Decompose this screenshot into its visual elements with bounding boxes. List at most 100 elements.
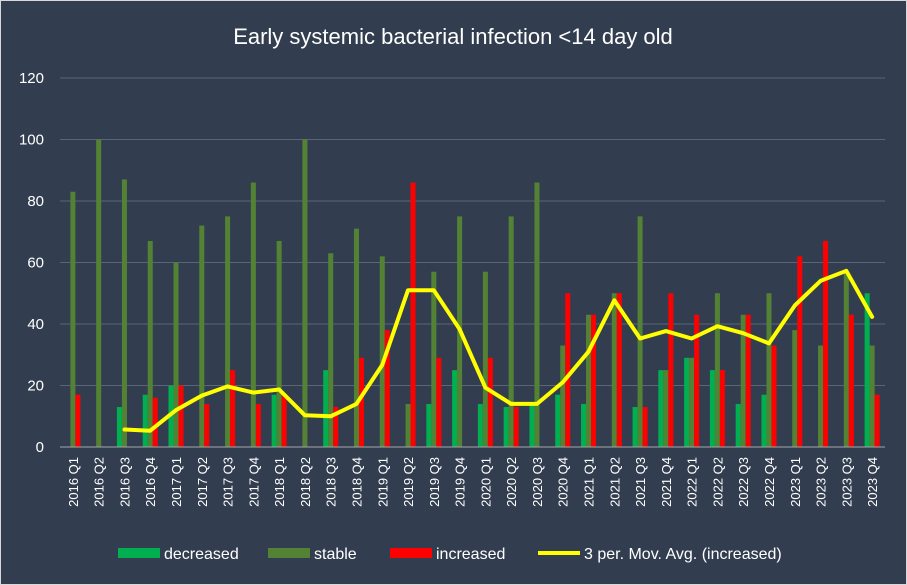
bar-stable — [714, 293, 720, 447]
bar-increased — [848, 314, 854, 447]
legend-label: 3 per. Mov. Avg. (increased) — [584, 546, 782, 563]
y-tick-label: 0 — [36, 439, 44, 456]
bar-stable — [302, 139, 308, 447]
chart-title: Early systemic bacterial infection <14 d… — [233, 24, 673, 49]
x-tick-label: 2018 Q1 — [272, 457, 287, 507]
bar-stable — [611, 293, 617, 447]
y-tick-label: 40 — [27, 316, 44, 333]
bar-increased — [204, 403, 210, 447]
bar-decreased — [477, 403, 483, 447]
bar-increased — [178, 385, 184, 447]
bar-stable — [508, 216, 514, 447]
bar-decreased — [709, 370, 715, 447]
x-tick-label: 2018 Q4 — [349, 457, 364, 507]
bar-stable — [818, 345, 824, 447]
x-tick-label: 2019 Q1 — [375, 457, 390, 507]
bar-stable — [792, 330, 798, 447]
x-tick-label: 2016 Q4 — [143, 457, 158, 507]
bar-stable — [843, 271, 849, 447]
y-tick-label: 120 — [19, 70, 44, 87]
x-tick-label: 2020 Q4 — [556, 457, 571, 507]
legend-label: increased — [436, 546, 505, 563]
bar-decreased — [452, 370, 458, 447]
bar-decreased — [529, 403, 535, 447]
bar-stable — [405, 403, 411, 447]
moving-average-line-group — [122, 268, 875, 433]
bar-increased — [616, 293, 622, 447]
bar-increased — [487, 357, 493, 447]
bar-stable — [379, 256, 385, 447]
x-tick-label: 2023 Q3 — [839, 457, 854, 507]
bar-increased — [358, 357, 364, 447]
bar-stable — [173, 262, 179, 447]
bar-stable — [199, 225, 205, 447]
y-tick-label: 20 — [27, 378, 44, 395]
bar-stable — [96, 139, 102, 447]
bar-decreased — [632, 407, 638, 447]
bar-increased — [152, 397, 158, 447]
legend-label: decreased — [164, 546, 239, 563]
bar-increased — [823, 240, 829, 447]
bar-decreased — [271, 394, 277, 447]
bar-stable — [353, 228, 359, 447]
x-tick-label: 2018 Q2 — [298, 457, 313, 507]
x-tick-label: 2023 Q2 — [814, 457, 829, 507]
bar-increased — [75, 394, 81, 447]
legend-label: stable — [314, 546, 357, 563]
bar-increased — [410, 182, 416, 448]
bar-increased — [436, 357, 442, 447]
bar-stable — [482, 271, 488, 447]
bar-stable — [534, 182, 540, 448]
x-tick-label: 2019 Q4 — [453, 457, 468, 507]
bar-decreased — [116, 407, 122, 447]
bar-decreased — [581, 403, 587, 447]
x-tick-label: 2022 Q4 — [762, 457, 777, 507]
bar-stable — [663, 370, 669, 447]
x-tick-label: 2016 Q1 — [66, 457, 81, 507]
bar-increased — [333, 407, 339, 447]
bar-increased — [694, 314, 700, 447]
bar-decreased — [555, 394, 561, 447]
bar-stable — [250, 182, 256, 448]
x-tick-label: 2016 Q3 — [117, 457, 132, 507]
x-tick-label: 2022 Q1 — [685, 457, 700, 507]
bar-increased — [642, 407, 648, 447]
bar-decreased — [503, 407, 509, 447]
bar-decreased — [658, 370, 664, 447]
x-tick-label: 2022 Q2 — [710, 457, 725, 507]
x-tick-label: 2021 Q3 — [633, 457, 648, 507]
bar-decreased — [864, 293, 870, 447]
bar-stable — [586, 314, 592, 447]
bar-decreased — [761, 394, 767, 447]
bar-decreased — [735, 403, 741, 447]
bar-increased — [591, 314, 597, 447]
x-tick-label: 2020 Q2 — [504, 457, 519, 507]
bar-stable — [740, 314, 746, 447]
bar-stable — [766, 293, 772, 447]
x-tick-label: 2022 Q3 — [736, 457, 751, 507]
moving-average-line — [122, 268, 875, 433]
bar-decreased — [323, 370, 329, 447]
x-tick-label: 2017 Q4 — [246, 457, 261, 507]
bar-increased — [874, 394, 880, 447]
y-tick-label: 80 — [27, 193, 44, 210]
x-tick-label: 2021 Q1 — [582, 457, 597, 507]
bar-increased — [565, 293, 571, 447]
bar-increased — [384, 330, 390, 447]
bar-stable — [869, 345, 875, 447]
y-tick-label: 100 — [19, 132, 44, 149]
bar-stable — [147, 240, 153, 447]
bar-increased — [255, 403, 261, 447]
bar-increased — [668, 293, 674, 447]
x-tick-label: 2020 Q1 — [478, 457, 493, 507]
bar-stable — [121, 179, 127, 447]
bar-stable — [70, 191, 76, 447]
bar-increased — [281, 394, 287, 447]
legend-swatch — [390, 548, 432, 558]
x-tick-label: 2019 Q2 — [401, 457, 416, 507]
x-tick-label: 2017 Q1 — [169, 457, 184, 507]
bar-increased — [719, 370, 725, 447]
legend: decreased stable increased 3 per. Mov. Avg.… — [118, 546, 782, 563]
y-tick-label: 60 — [27, 255, 44, 272]
